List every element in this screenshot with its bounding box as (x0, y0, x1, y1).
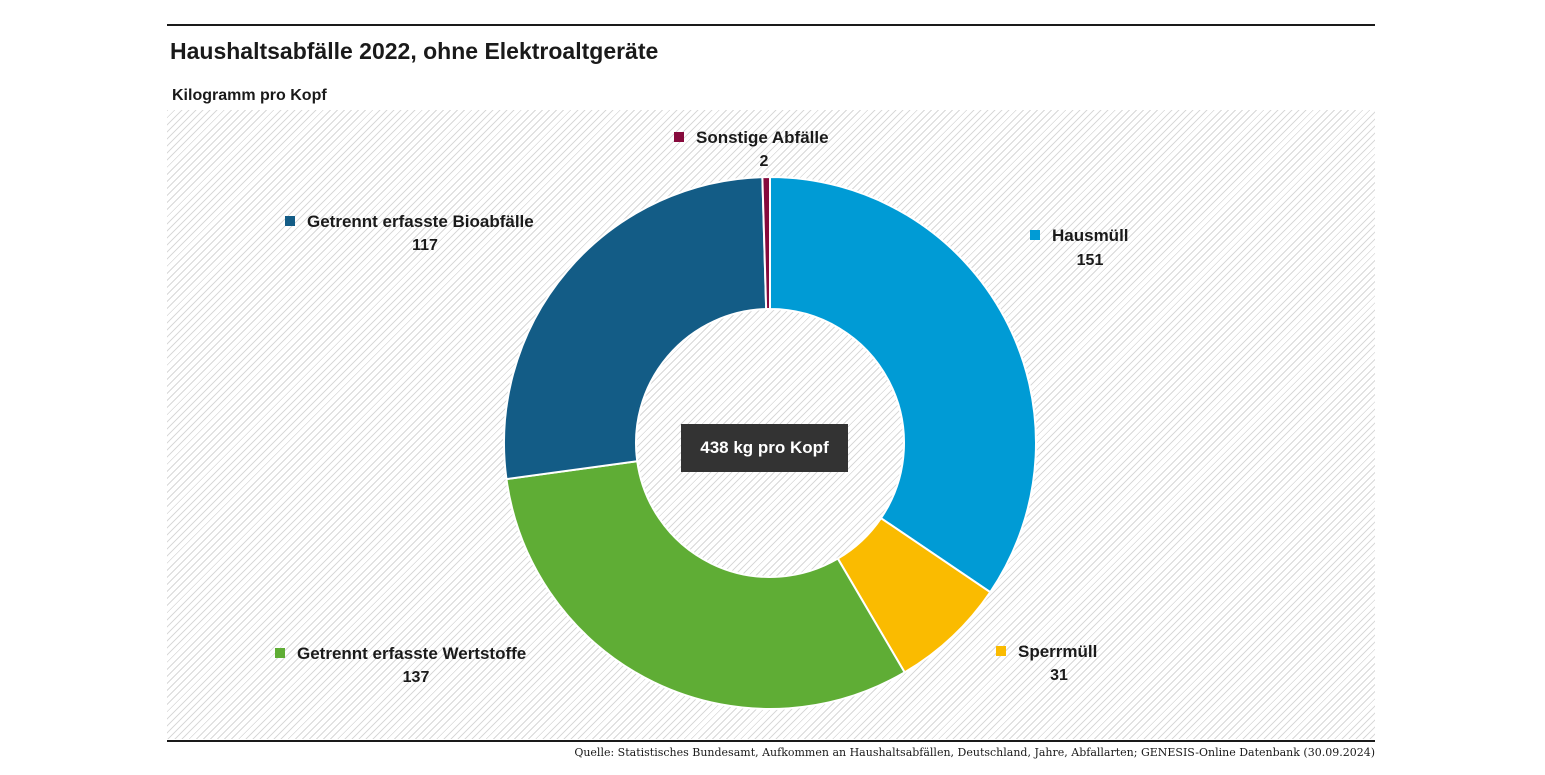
top-rule (167, 24, 1375, 26)
legend-label-sperrmuell: Sperrmüll (1018, 642, 1098, 661)
value-bioabfaelle: 117 (412, 237, 438, 254)
legend-hausmuell: Hausmüll (1030, 226, 1129, 246)
legend-swatch-hausmuell (1030, 230, 1040, 240)
legend-label-wertstoffe: Getrennt erfasste Wertstoffe (297, 644, 527, 663)
legend-swatch-sperrmuell (996, 646, 1006, 656)
legend-label-sonstige: Sonstige Abfälle (696, 128, 829, 147)
donut-slices (503, 175, 1037, 710)
legend-wertstoffe: Getrennt erfasste Wertstoffe (275, 644, 526, 664)
legend-label-bioabfaelle: Getrennt erfasste Bioabfälle (307, 212, 534, 231)
total-label-box: 438 kg pro Kopf (681, 424, 848, 472)
value-hausmuell: 151 (1076, 252, 1104, 269)
chart-subtitle: Kilogramm pro Kopf (172, 87, 327, 104)
donut-slice-4 (761, 175, 771, 311)
value-sonstige: 2 (759, 153, 769, 170)
legend-sonstige: Sonstige Abfälle (674, 128, 829, 148)
legend-swatch-bioabfaelle (285, 216, 295, 226)
donut-slice-2 (505, 460, 907, 710)
value-wertstoffe: 137 (402, 669, 430, 686)
value-sperrmuell: 31 (1050, 667, 1068, 684)
bottom-rule (167, 740, 1375, 742)
donut-slice-3 (503, 176, 768, 481)
total-label: 438 kg pro Kopf (700, 438, 829, 457)
legend-bioabfaelle: Getrennt erfasste Bioabfälle (285, 212, 534, 232)
legend-label-hausmuell: Hausmüll (1052, 226, 1129, 245)
source-note: Quelle: Statistisches Bundesamt, Aufkomm… (574, 746, 1375, 759)
chart-title: Haushaltsabfälle 2022, ohne Elektroaltge… (170, 38, 659, 64)
legend-swatch-sonstige (674, 132, 684, 142)
donut-slice-0 (769, 175, 1037, 594)
legend-swatch-wertstoffe (275, 648, 285, 658)
legend-sperrmuell: Sperrmüll (996, 642, 1097, 662)
